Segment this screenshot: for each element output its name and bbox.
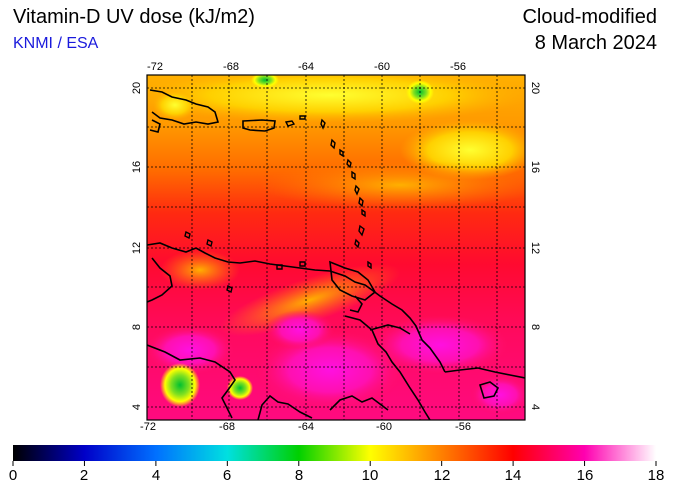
- colorbar-label: 14: [505, 467, 522, 484]
- product-label: Cloud-modified: [522, 6, 657, 28]
- lat-right-label: 12: [529, 242, 541, 254]
- lon-top-label: -72: [147, 61, 163, 73]
- colorbar-label: 10: [362, 467, 379, 484]
- coastlines: [147, 89, 525, 420]
- colorbar-label: 0: [9, 467, 17, 484]
- colorbar-label: 12: [434, 467, 451, 484]
- lon-top-label: -56: [450, 61, 466, 73]
- lat-left-label: 4: [131, 404, 143, 410]
- lon-bottom-label: -56: [455, 421, 471, 433]
- organization-label: KNMI / ESA: [13, 35, 99, 52]
- lat-left-label: 20: [131, 82, 143, 94]
- lon-top-label: -64: [298, 61, 314, 73]
- colorbar-label: 2: [80, 467, 88, 484]
- colorbar-label: 18: [648, 467, 665, 484]
- lat-left-label: 8: [131, 324, 143, 330]
- lon-top-label: -68: [223, 61, 239, 73]
- map-frame: [146, 74, 526, 421]
- lat-right-label: 16: [529, 161, 541, 173]
- lat-left-label: 12: [131, 242, 143, 254]
- lat-right-label: 20: [529, 82, 541, 94]
- colorbar: [13, 445, 656, 461]
- date-label: 8 March 2024: [534, 32, 657, 54]
- lon-bottom-label: -72: [140, 421, 156, 433]
- colorbar-label: 4: [152, 467, 160, 484]
- islands: [184, 115, 372, 294]
- lon-bottom-label: -60: [376, 421, 392, 433]
- lon-bottom-label: -64: [298, 421, 314, 433]
- graticule: [147, 75, 525, 420]
- lon-top-label: -60: [374, 61, 390, 73]
- colorbar-label: 8: [295, 467, 303, 484]
- lat-left-label: 16: [131, 161, 143, 173]
- lat-right-label: 8: [529, 324, 541, 330]
- lon-bottom-label: -68: [219, 421, 235, 433]
- map-title: Vitamin-D UV dose (kJ/m2): [13, 6, 255, 28]
- lat-right-label: 4: [529, 404, 541, 410]
- colorbar-ticks: [12, 461, 657, 466]
- colorbar-label: 16: [577, 467, 594, 484]
- colorbar-label: 6: [223, 467, 231, 484]
